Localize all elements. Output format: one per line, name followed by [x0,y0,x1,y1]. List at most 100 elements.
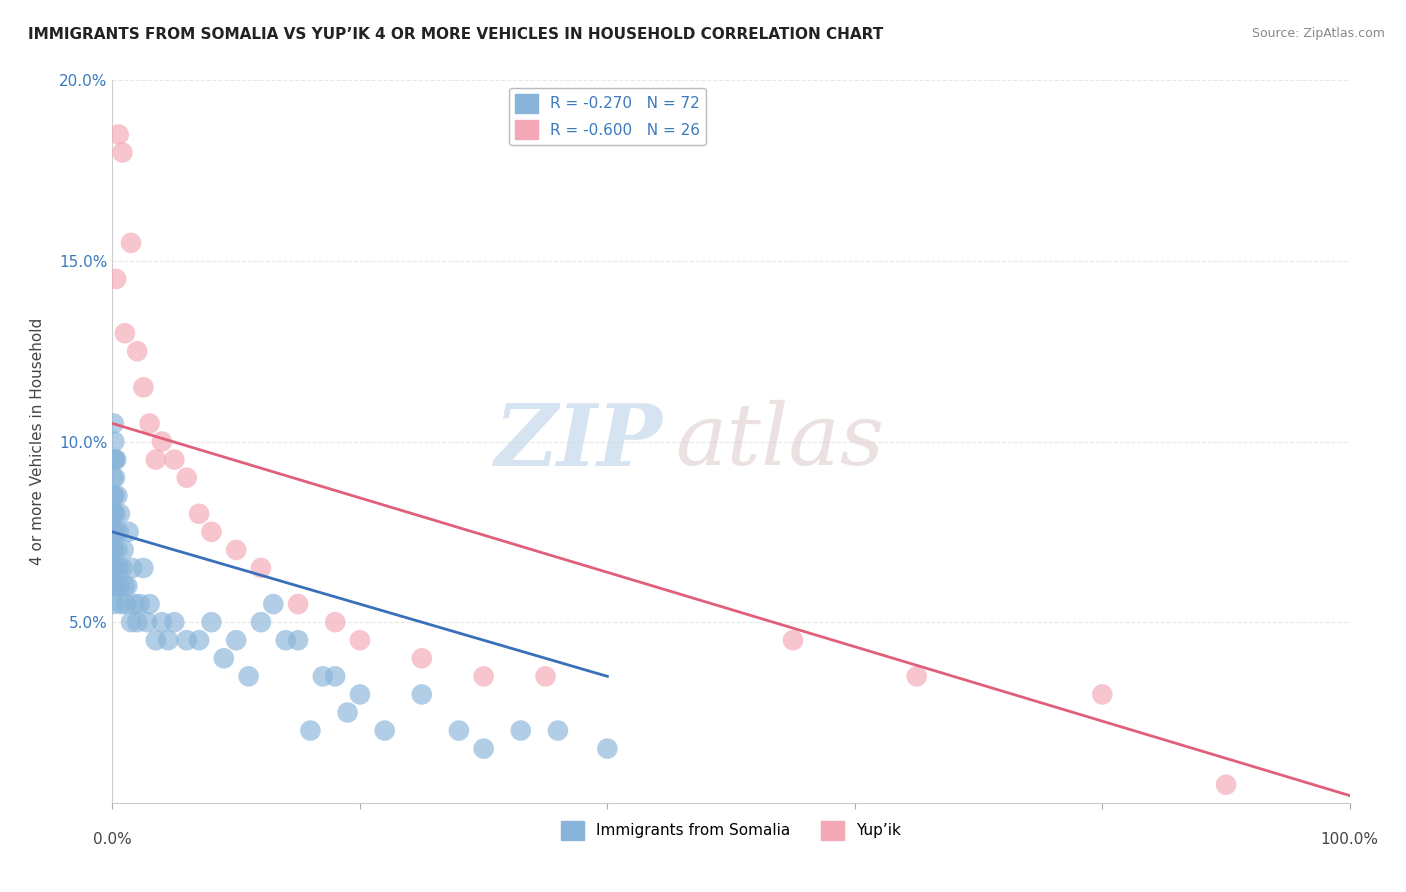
Point [104,452,127,467]
Point [225,542,247,557]
Point [782,633,804,648]
Point [238,669,260,683]
Point [136,615,159,630]
Point [1091,687,1114,701]
Point [132,380,155,394]
Point [104,471,127,485]
Text: 100.0%: 100.0% [1320,831,1379,847]
Point [103,507,125,521]
Point [107,489,129,503]
Point [115,597,138,611]
Point [138,597,160,611]
Point [509,723,531,738]
Point [103,542,125,557]
Point [111,145,134,160]
Point [101,507,124,521]
Point [374,723,396,738]
Point [349,633,371,648]
Point [262,597,284,611]
Point [411,651,433,665]
Point [163,615,186,630]
Point [250,561,273,575]
Point [905,669,928,683]
Point [103,579,125,593]
Point [534,669,557,683]
Point [105,452,128,467]
Point [104,507,127,521]
Point [323,669,346,683]
Point [176,633,198,648]
Point [250,615,273,630]
Point [132,561,155,575]
Point [200,615,222,630]
Point [101,542,124,557]
Point [145,633,167,648]
Point [101,471,124,485]
Point [105,579,128,593]
Point [107,128,129,142]
Text: atlas: atlas [675,401,884,483]
Point [107,542,129,557]
Point [472,741,495,756]
Point [114,326,136,341]
Point [108,507,131,521]
Point [128,597,150,611]
Legend: Immigrants from Somalia, Yup’ik: Immigrants from Somalia, Yup’ik [555,815,907,846]
Point [114,579,136,593]
Point [447,723,470,738]
Text: Source: ZipAtlas.com: Source: ZipAtlas.com [1251,27,1385,40]
Point [157,633,180,648]
Point [287,633,309,648]
Point [112,542,135,557]
Point [110,597,132,611]
Point [103,542,125,557]
Point [103,417,125,431]
Point [323,615,346,630]
Point [547,723,569,738]
Point [287,597,309,611]
Text: IMMIGRANTS FROM SOMALIA VS YUP’IK 4 OR MORE VEHICLES IN HOUSEHOLD CORRELATION CH: IMMIGRANTS FROM SOMALIA VS YUP’IK 4 OR M… [28,27,883,42]
Point [111,561,134,575]
Point [121,561,143,575]
Point [101,561,124,575]
Point [124,597,146,611]
Point [117,524,139,539]
Point [336,706,359,720]
Point [411,687,433,701]
Point [103,597,125,611]
Point [145,452,167,467]
Point [103,561,125,575]
Point [274,633,297,648]
Point [107,561,129,575]
Point [150,434,173,449]
Point [103,489,125,503]
Point [103,524,125,539]
Point [349,687,371,701]
Y-axis label: 4 or more Vehicles in Household: 4 or more Vehicles in Household [31,318,45,566]
Point [104,561,127,575]
Point [103,489,125,503]
Point [212,651,235,665]
Point [299,723,322,738]
Point [225,633,247,648]
Point [103,452,125,467]
Point [472,669,495,683]
Point [200,524,222,539]
Point [150,615,173,630]
Point [107,524,129,539]
Point [163,452,186,467]
Point [138,417,160,431]
Point [312,669,335,683]
Point [120,615,142,630]
Point [188,507,211,521]
Point [101,524,124,539]
Point [127,615,149,630]
Point [105,524,128,539]
Point [596,741,619,756]
Text: ZIP: ZIP [495,400,664,483]
Point [120,235,142,250]
Point [127,344,149,359]
Point [117,579,139,593]
Point [103,579,125,593]
Point [176,471,198,485]
